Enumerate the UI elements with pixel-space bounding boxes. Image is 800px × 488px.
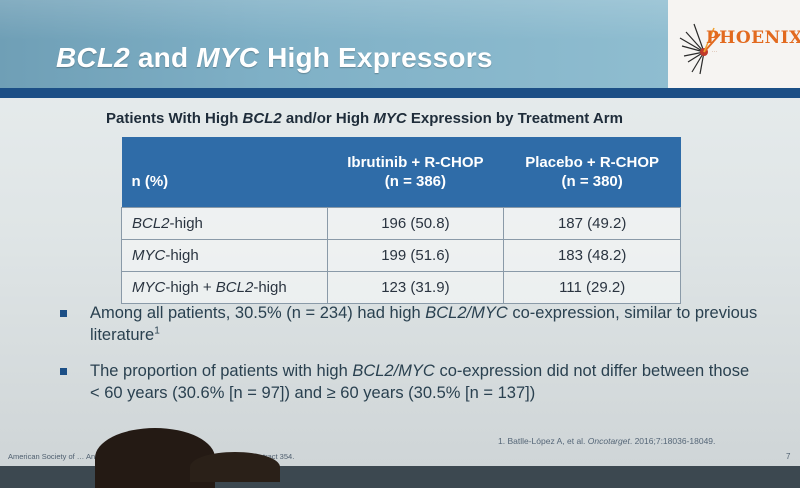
slide-title: BCL2 and MYC High Expressors [56,42,493,74]
logo-tagline: ... [712,48,718,54]
bullet-text-rest: co-expression did not differ between tho… [90,362,750,402]
header-placebo-n: (n = 380) [561,173,623,190]
title-text-and: and [129,42,197,73]
bullet-item: The proportion of patients with high BCL… [60,360,760,404]
table-row: BCL2-high 196 (50.8) 187 (49.2) [121,207,681,240]
cell-ibrutinib-value: 199 (51.6) [326,239,505,272]
header-ibrutinib-name: Ibrutinib + R-CHOP [347,154,484,171]
row-label-suffix-2: -high [253,279,287,296]
cell-placebo-value: 183 (48.2) [503,239,681,272]
logo-wordmark: PHOENIX [706,28,800,48]
table-row: MYC-high 199 (51.6) 183 (48.2) [121,239,681,272]
title-band-shine [0,0,668,40]
cell-ibrutinib-value: 123 (31.9) [326,271,505,304]
bullet-text: Among all patients, 30.5% (n = 234) had … [90,304,426,322]
reference-citation: . 2016;7:18036-18049. [629,436,716,446]
header-ibrutinib-arm: Ibrutinib + R-CHOP (n = 386) [327,137,504,208]
page-number: 7 [786,452,791,461]
reference-text: 1. Batlle-López A, et al. [498,436,588,446]
bullet-square-icon [60,310,67,317]
title-divider [0,88,800,98]
row-gene-2: BCL2 [215,279,254,296]
expression-table: n (%) Ibrutinib + R-CHOP (n = 386) Place… [121,137,681,304]
header-placebo-name: Placebo + R-CHOP [525,154,660,171]
title-band [0,0,668,88]
bullet-citation: 1 [154,325,160,337]
logo-area [668,0,800,88]
table-title-text-3: Expression by Treatment Arm [406,110,623,127]
reference-journal: Oncotarget [587,436,630,446]
row-label: MYC-high [121,239,328,272]
header-placebo-arm: Placebo + R-CHOP (n = 380) [503,137,681,208]
table-title-gene-myc: MYC [373,110,407,127]
row-label-suffix: -high + [165,279,216,296]
phoenix-logo-icon [679,23,721,75]
cell-ibrutinib-value: 196 (50.8) [326,207,505,240]
row-gene: MYC [132,279,166,296]
row-gene: MYC [132,247,166,264]
table-title-text-1: Patients With High [106,110,243,127]
table-title-gene-bcl2: BCL2 [242,110,282,127]
title-gene-myc: MYC [196,42,260,73]
bullet-square-icon [60,368,67,375]
audience-head-silhouette-2 [190,452,280,482]
row-label-suffix: -high [165,247,199,264]
row-label: BCL2-high [121,207,328,240]
table-title: Patients With High BCL2 and/or High MYC … [106,110,623,127]
cell-placebo-value: 111 (29.2) [503,271,681,304]
header-n-percent: n (%) [121,137,327,208]
table-title-text-2: and/or High [281,110,374,127]
bullet-gene: BCL2/MYC [352,362,435,380]
row-label: MYC-high + BCL2-high [121,271,328,304]
title-gene-bcl2: BCL2 [56,42,130,73]
title-text-rest: High Expressors [259,42,493,73]
header-ibrutinib-n: (n = 386) [384,173,447,190]
cell-placebo-value: 187 (49.2) [503,207,681,240]
bullet-text: The proportion of patients with high [90,362,353,380]
table-header-row: n (%) Ibrutinib + R-CHOP (n = 386) Place… [121,137,681,208]
bullet-list: Among all patients, 30.5% (n = 234) had … [60,302,760,418]
bullet-item: Among all patients, 30.5% (n = 234) had … [60,302,760,346]
bullet-gene: BCL2/MYC [425,304,508,322]
row-label-suffix: -high [169,215,203,232]
reference-note: 1. Batlle-López A, et al. Oncotarget. 20… [498,436,715,446]
row-gene: BCL2 [132,215,170,232]
table-row: MYC-high + BCL2-high 123 (31.9) 111 (29.… [121,271,681,304]
bullet-text-rest: co-expression, similar to previous liter… [90,304,758,344]
